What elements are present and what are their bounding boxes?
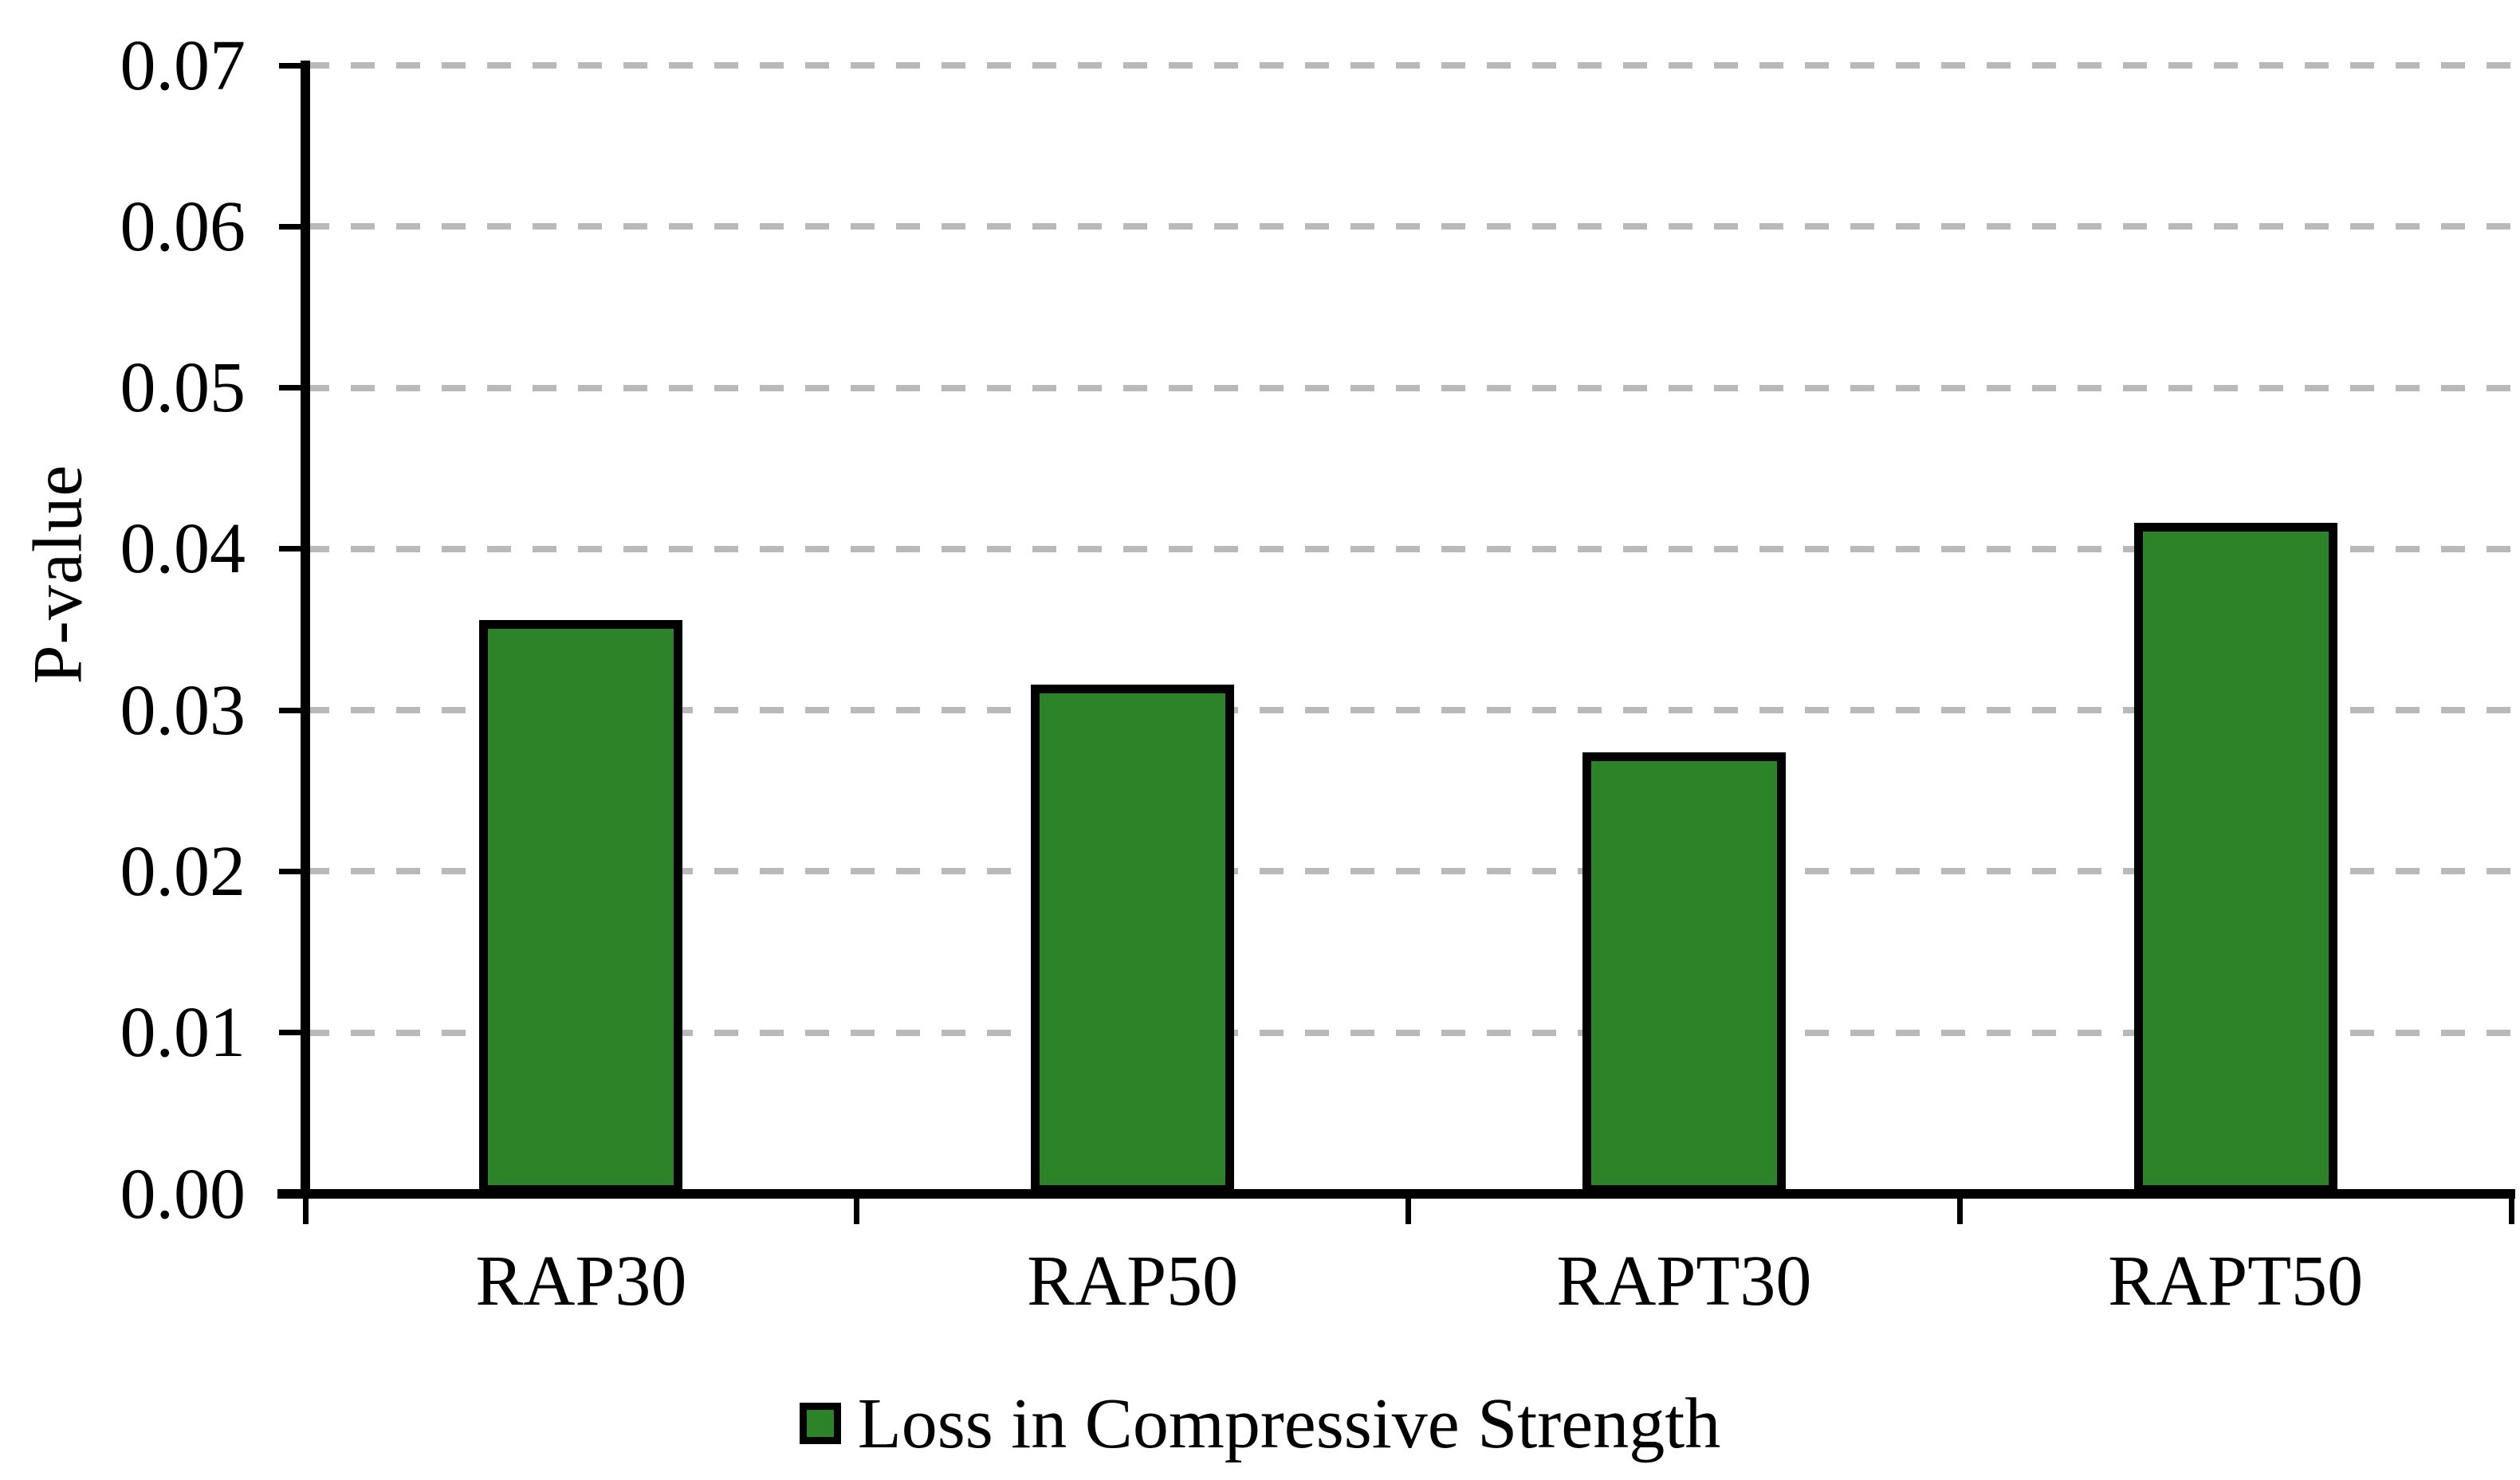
legend: Loss in Compressive Strength	[0, 1380, 2520, 1467]
gridline	[305, 384, 2511, 391]
y-tick	[279, 868, 305, 874]
y-tick	[279, 1191, 305, 1197]
gridline	[305, 1029, 2511, 1036]
x-tick	[1405, 1194, 1411, 1224]
bar-rap50	[1031, 684, 1235, 1194]
bar-rapt30	[1582, 752, 1786, 1194]
x-tick	[302, 1194, 309, 1224]
y-tick-label: 0.05	[120, 348, 246, 428]
y-tick	[279, 707, 305, 713]
y-tick	[279, 223, 305, 230]
bar-rap30	[479, 619, 683, 1194]
gridline	[305, 223, 2511, 230]
gridline	[305, 707, 2511, 714]
y-tick-label: 0.02	[120, 831, 246, 911]
y-tick	[279, 385, 305, 391]
x-tick-label-rap30: RAP30	[475, 1242, 687, 1321]
gridline	[305, 868, 2511, 875]
y-tick-label: 0.06	[120, 186, 246, 266]
y-tick-label: 0.01	[120, 993, 246, 1073]
y-tick	[279, 546, 305, 552]
y-tick-label: 0.07	[120, 26, 246, 105]
legend-swatch-icon	[799, 1403, 841, 1444]
x-tick	[1956, 1194, 1963, 1224]
gridline	[305, 62, 2511, 69]
x-tick-label-rap50: RAP50	[1027, 1242, 1239, 1321]
y-axis-line	[301, 61, 310, 1199]
y-tick	[279, 1030, 305, 1036]
gridline	[305, 545, 2511, 552]
y-tick-label: 0.03	[120, 670, 246, 750]
y-tick-label: 0.04	[120, 509, 246, 589]
x-tick	[854, 1194, 860, 1224]
legend-label: Loss in Compressive Strength	[857, 1384, 1721, 1463]
x-tick-label-rapt50: RAPT50	[2108, 1242, 2364, 1321]
x-axis-line	[277, 1189, 2515, 1199]
y-tick-label: 0.00	[120, 1154, 246, 1234]
x-tick-label-rapt30: RAPT30	[1556, 1242, 1812, 1321]
x-tick	[2508, 1194, 2514, 1224]
y-tick	[279, 62, 305, 69]
bar-rapt50	[2133, 523, 2337, 1194]
